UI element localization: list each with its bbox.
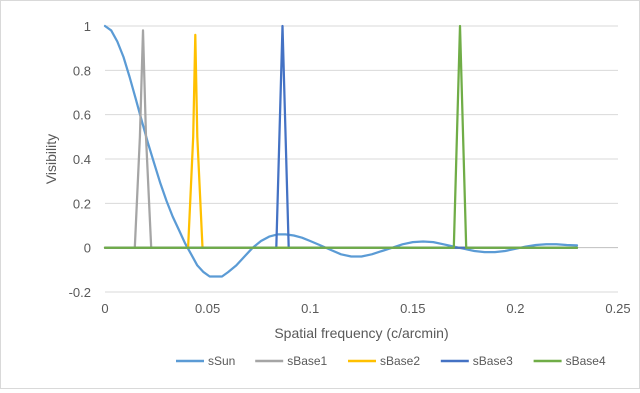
y-tick-label: 0.2	[73, 196, 91, 211]
series-line-ssun	[103, 24, 579, 278]
x-tick-label: 0.15	[400, 301, 425, 316]
y-tick-label: 0.6	[73, 108, 91, 123]
y-tick-label: 0	[84, 241, 91, 256]
series-line-sbase4	[103, 24, 579, 249]
legend-label: sBase1	[287, 354, 327, 368]
y-tick-label: 0.8	[73, 63, 91, 78]
series-line-sbase2	[103, 33, 579, 249]
x-tick-label: 0	[101, 301, 108, 316]
series-line-sbase1	[103, 29, 579, 249]
series-line-sbase3	[103, 24, 579, 249]
legend-label: sBase2	[380, 354, 420, 368]
legend-label: sSun	[208, 354, 235, 368]
x-tick-label: 0.25	[605, 301, 630, 316]
y-tick-label: -0.2	[69, 285, 91, 300]
y-tick-label: 1	[84, 19, 91, 34]
legend-label: sBase3	[473, 354, 513, 368]
legend-label: sBase4	[566, 354, 606, 368]
y-axis-title: Visibility	[43, 134, 59, 184]
x-tick-label: 0.05	[195, 301, 220, 316]
legend: sSun sBase1 sBase2 sBase3 sBase4	[176, 354, 606, 368]
x-tick-label: 0.2	[506, 301, 524, 316]
y-tick-label: 0.4	[73, 152, 91, 167]
x-tick-label: 0.1	[301, 301, 319, 316]
x-axis-title: Spatial frequency (c/arcmin)	[274, 325, 448, 341]
